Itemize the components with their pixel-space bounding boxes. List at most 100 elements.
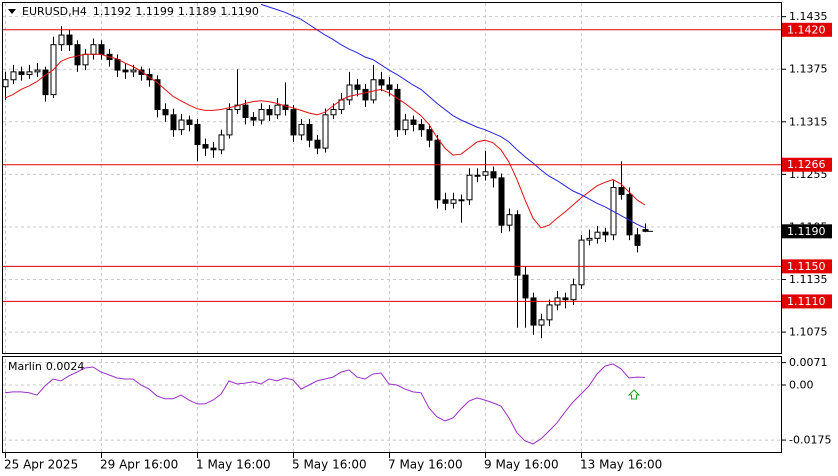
indicator-value: 0.0024 <box>46 360 85 373</box>
candle-body <box>154 79 161 111</box>
candle-body <box>602 231 609 236</box>
candle-body <box>634 234 641 246</box>
x-tick-label: 5 May 16:00 <box>292 458 367 472</box>
y-tick-label: 1.1075 <box>789 326 828 339</box>
candle-body <box>506 214 513 226</box>
candle-body <box>210 147 217 151</box>
candle-body <box>402 119 409 131</box>
candle-body <box>330 109 337 116</box>
candle-body <box>258 109 265 121</box>
level-label-box <box>782 294 832 309</box>
candle-body <box>458 199 465 202</box>
candle-body <box>290 109 297 136</box>
candle-body <box>562 297 569 301</box>
candle-body <box>466 174 473 201</box>
x-tick-label: 29 Apr 16:00 <box>100 458 178 472</box>
candle-body <box>530 297 537 326</box>
candle-body <box>418 123 425 131</box>
line-series <box>4 363 646 445</box>
level-label: 1.1110 <box>787 295 826 308</box>
ohlc-close: 1.1190 <box>220 5 259 18</box>
main-panel-frame <box>2 2 782 354</box>
candle-body <box>2 79 9 88</box>
candle-body <box>42 69 49 96</box>
y-tick-label: 1.1375 <box>789 63 828 76</box>
candle-body <box>282 104 289 111</box>
candle-body <box>314 139 321 149</box>
candle-body <box>386 84 393 90</box>
candle-body <box>10 71 17 81</box>
signal-arrow <box>627 389 641 400</box>
level-label-box <box>782 22 832 37</box>
ohlc-high: 1.1199 <box>135 5 174 18</box>
candle-body <box>194 123 201 146</box>
header-arrow <box>8 9 16 14</box>
y-tick-label: 1.1135 <box>789 273 828 286</box>
candle-body <box>410 119 417 125</box>
indicator-name: Marlin <box>8 360 42 373</box>
candle-body <box>298 123 305 136</box>
line-series <box>260 3 646 229</box>
candle-body <box>82 53 89 66</box>
level-label-box <box>782 157 832 172</box>
candle-body <box>234 104 241 111</box>
chart-header: EURUSD,H4 1.1192 1.1199 1.1189 1.1190 <box>22 5 259 18</box>
candle-body <box>202 144 209 149</box>
candle-body <box>170 114 177 131</box>
x-tick-label: 13 May 16:00 <box>580 458 662 472</box>
candle-body <box>26 71 33 75</box>
candle-body <box>498 177 505 226</box>
indicator-panel-frame <box>2 356 782 453</box>
candle-body <box>218 134 225 151</box>
candle-body <box>58 34 65 46</box>
candle-body <box>178 119 185 131</box>
plot <box>2 3 781 445</box>
candle-body <box>90 44 97 55</box>
y-tick-label: -0.0175 <box>789 434 831 447</box>
candle-body <box>578 239 585 286</box>
candle-body <box>242 104 249 118</box>
candle-body <box>362 88 369 101</box>
candle-body <box>66 34 73 46</box>
candle-body <box>642 229 649 232</box>
x-tick-label: 25 Apr 2025 <box>4 458 78 472</box>
candle-body <box>618 187 625 196</box>
candle-body <box>586 237 593 241</box>
candle-body <box>394 88 401 131</box>
level-label-box <box>782 259 832 274</box>
y-tick-label: 0.0071 <box>789 356 828 369</box>
last-price-box <box>782 224 832 239</box>
candle-body <box>346 84 353 101</box>
candle-body <box>274 104 281 116</box>
candle-body <box>442 199 449 204</box>
candle-body <box>482 171 489 176</box>
last-price-label: 1.1190 <box>787 225 826 238</box>
candle-body <box>514 214 521 276</box>
candle-body <box>114 59 121 71</box>
candle-body <box>434 139 441 201</box>
candle-body <box>354 84 361 90</box>
y-tick-label: 1.1315 <box>789 115 828 128</box>
candle-body <box>98 44 105 55</box>
candle-body <box>162 109 169 116</box>
x-tick-label: 1 May 16:00 <box>196 458 271 472</box>
symbol: EURUSD,H4 <box>22 5 87 18</box>
indicator-header: Marlin 0.0024 <box>8 360 84 373</box>
candle-body <box>186 119 193 125</box>
ohlc-low: 1.1189 <box>178 5 217 18</box>
level-label: 1.1420 <box>787 23 826 36</box>
candle-body <box>570 284 577 301</box>
candle-body <box>18 71 25 75</box>
candle-body <box>34 69 41 73</box>
candle-body <box>490 171 497 179</box>
candle-body <box>546 304 553 321</box>
candle-body <box>594 231 601 239</box>
candle-body <box>426 129 433 141</box>
candle-body <box>306 123 313 141</box>
candle-body <box>74 44 81 66</box>
x-tick-label: 7 May 16:00 <box>388 458 463 472</box>
candle-body <box>250 116 257 121</box>
grid <box>3 3 781 453</box>
